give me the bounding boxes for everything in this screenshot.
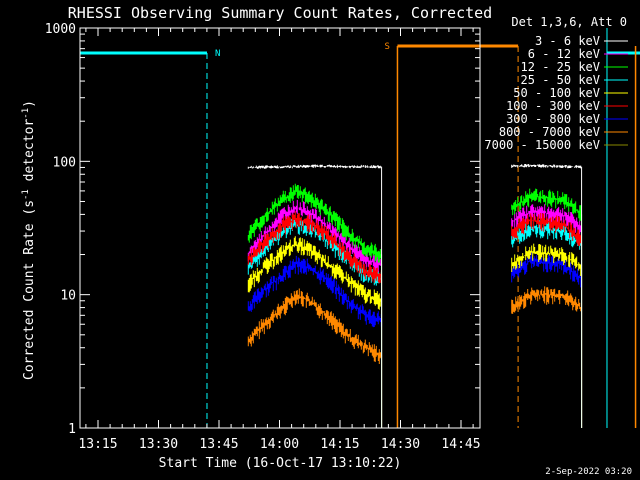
series-8-seg2 <box>511 286 582 314</box>
legend-label-6: 100 - 300 keV <box>506 99 600 113</box>
series-3-seg1 <box>247 183 382 263</box>
legend-label-2: 6 - 12 keV <box>528 47 600 61</box>
legend-label-1: 3 - 6 keV <box>535 34 600 48</box>
legend-label-4: 25 - 50 keV <box>521 73 600 87</box>
plot-area: NS <box>79 28 640 428</box>
x-tick-label: 14:30 <box>381 437 420 452</box>
saa-label: S <box>384 42 389 52</box>
y-tick-label: 10 <box>60 289 76 304</box>
y-tick-label: 100 <box>53 155 76 170</box>
x-tick-label: 14:45 <box>441 437 480 452</box>
x-tick-label: 13:15 <box>78 437 117 452</box>
series-7-seg2 <box>511 252 582 288</box>
series-3-seg2 <box>511 188 582 221</box>
y-tick-label: 1 <box>68 422 76 437</box>
legend-label-8: 800 - 7000 keV <box>499 125 600 139</box>
series-7-seg1 <box>247 255 382 328</box>
series-5-seg1 <box>247 236 382 310</box>
x-tick-label: 14:15 <box>320 437 359 452</box>
y-axis-label: Corrected Count Rate (s-1 detector-1) <box>21 100 37 380</box>
legend-label-9: 7000 - 15000 keV <box>484 138 600 152</box>
series-6-seg1 <box>247 211 382 284</box>
chart-title: RHESSI Observing Summary Count Rates, Co… <box>68 4 492 22</box>
series-6-seg2 <box>511 213 582 246</box>
series-8-seg1 <box>247 288 382 364</box>
legend-header: Det 1,3,6, Att 0 <box>511 15 627 29</box>
legend-label-7: 300 - 800 keV <box>506 112 600 126</box>
x-axis-label: Start Time (16-Oct-17 13:10:22) <box>159 456 402 471</box>
legend-label-3: 12 - 25 keV <box>521 60 600 74</box>
series-1-seg2 <box>511 164 582 169</box>
series-5-seg2 <box>511 243 582 276</box>
legend-label-5: 50 - 100 keV <box>513 86 600 100</box>
series-2-seg2 <box>511 204 582 237</box>
series-1-seg1 <box>247 164 382 169</box>
x-tick-label: 14:00 <box>260 437 299 452</box>
night-label: N <box>215 49 220 59</box>
x-tick-label: 13:45 <box>199 437 238 452</box>
footer-timestamp: 2-Sep-2022 03:20 <box>545 467 632 477</box>
axes: 1 10 100 1000 13:15 13:30 13:45 14:00 14:15 14:30… <box>45 22 481 452</box>
y-tick-label: 1000 <box>45 22 76 37</box>
x-tick-label: 13:30 <box>139 437 178 452</box>
